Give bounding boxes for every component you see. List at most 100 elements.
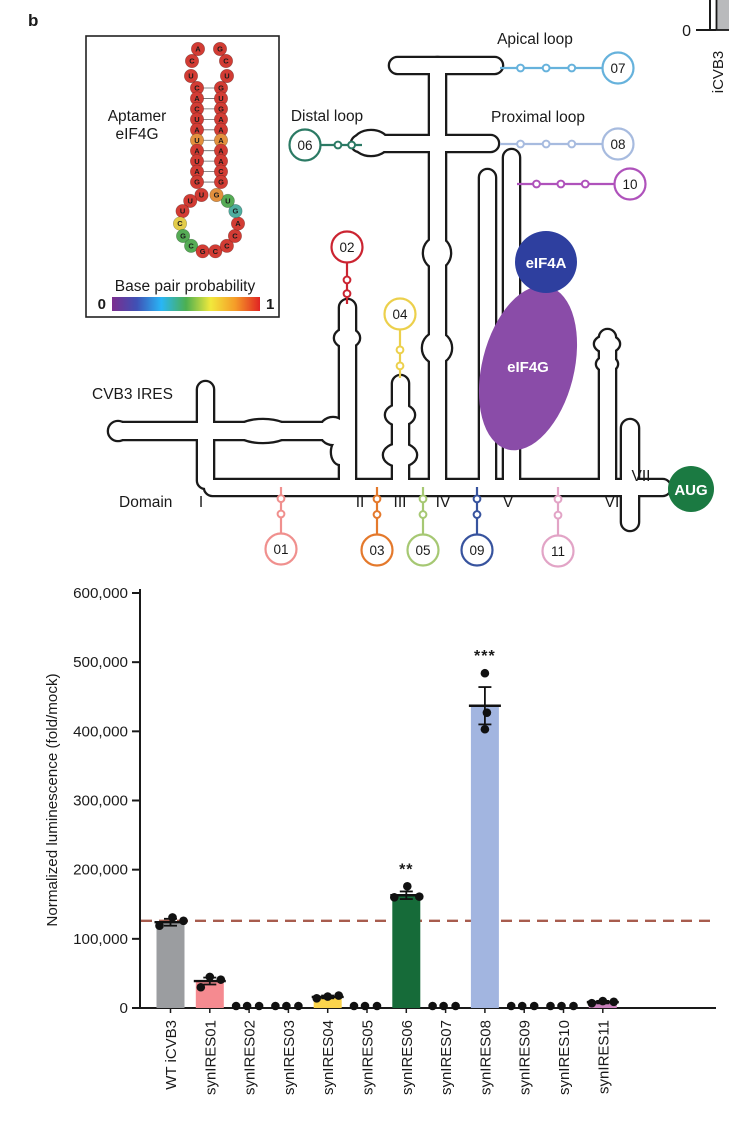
significance-stars: ***	[474, 648, 496, 665]
svg-text:U: U	[225, 197, 230, 206]
y-tick-label: 600,000	[73, 585, 128, 602]
panel-label: b	[28, 11, 38, 30]
svg-text:A: A	[195, 45, 201, 54]
data-point	[598, 996, 608, 1006]
data-point	[480, 724, 490, 734]
data-point	[196, 982, 206, 992]
inset-title-line2: eIF4G	[115, 126, 158, 143]
bar-synIRES06	[392, 895, 421, 1008]
callout-circle-09	[460, 533, 494, 567]
loop-callout-11: 11	[541, 487, 575, 568]
callout-number-06: 06	[297, 138, 312, 153]
data-point	[480, 668, 490, 678]
callout-circle-02	[330, 230, 364, 264]
callout-circle-03	[360, 533, 394, 567]
svg-text:C: C	[223, 57, 229, 66]
callout-number-03: 03	[369, 543, 384, 558]
svg-text:A: A	[235, 219, 241, 228]
data-point	[569, 1001, 578, 1011]
y-tick-label: 100,000	[73, 931, 128, 948]
data-point	[155, 921, 164, 930]
domain-numeral-VII: VII	[632, 468, 651, 485]
x-category-label: synIRES10	[556, 1020, 573, 1095]
callout-number-08: 08	[610, 137, 625, 152]
loop-callout-05: 05	[406, 487, 440, 567]
eif4a-label: eIF4A	[526, 255, 567, 272]
rna-skeleton-fill	[109, 58, 670, 530]
callout-number-05: 05	[415, 543, 430, 558]
loop-callout-09: 09	[460, 487, 494, 567]
x-category-label: synIRES09	[517, 1020, 534, 1095]
svg-text:U: U	[188, 72, 193, 81]
svg-text:G: G	[200, 247, 206, 256]
loop-callout-08: 08	[500, 127, 635, 161]
x-category-label: synIRES06	[399, 1020, 416, 1095]
data-point	[415, 892, 424, 901]
svg-text:U: U	[194, 136, 199, 145]
svg-text:G: G	[233, 207, 239, 216]
callout-circle-04	[383, 297, 417, 331]
svg-text:A: A	[218, 125, 224, 134]
data-point	[334, 991, 344, 1000]
inset-border	[85, 35, 280, 318]
x-category-label: synIRES08	[477, 1020, 494, 1095]
callout-circle-08	[601, 127, 635, 161]
svg-text:C: C	[194, 84, 200, 93]
bar-synIRES08	[470, 705, 499, 1008]
svg-text:A: A	[218, 115, 224, 124]
domain-numeral-III: III	[394, 494, 407, 511]
y-tick-label: 200,000	[73, 862, 128, 879]
y-tick-label: 500,000	[73, 654, 128, 671]
data-point	[546, 1001, 555, 1011]
bar-synIRES04	[313, 996, 342, 1008]
svg-text:U: U	[187, 197, 192, 206]
callout-number-04: 04	[392, 307, 408, 322]
loop-callout-01: 01	[264, 487, 298, 566]
svg-text:A: A	[194, 167, 200, 176]
eif4g-protein: eIF4G	[478, 285, 578, 451]
data-point	[451, 1001, 460, 1011]
x-category-label: WT iCVB3	[163, 1020, 180, 1090]
y-tick-label: 0	[120, 1000, 128, 1017]
svg-text:A: A	[194, 94, 200, 103]
bpp-scale-max: 1	[266, 296, 274, 313]
svg-text:C: C	[218, 167, 224, 176]
svg-text:G: G	[217, 45, 223, 54]
svg-text:G: G	[218, 105, 224, 114]
data-point	[609, 997, 619, 1007]
callout-number-10: 10	[622, 177, 637, 192]
callout-number-07: 07	[610, 61, 625, 76]
distal-loop-label: Distal loop	[291, 108, 363, 125]
svg-text:U: U	[194, 115, 199, 124]
svg-text:G: G	[218, 84, 224, 93]
svg-text:A: A	[218, 146, 224, 155]
eif4g-label: eIF4G	[507, 359, 549, 376]
domain-numeral-VI: VI	[605, 494, 620, 511]
domain-numeral-II: II	[356, 494, 365, 511]
data-point	[390, 893, 399, 902]
inset-title-line1: Aptamer	[108, 108, 167, 125]
x-category-label: synIRES07	[438, 1020, 455, 1095]
fragment-tick-label: 0	[682, 23, 691, 40]
data-point	[587, 998, 597, 1008]
callout-circle-10	[613, 167, 647, 201]
proximal-loop-label: Proximal loop	[491, 109, 585, 126]
fragment-clipped-axis-label: iCVB3	[710, 51, 727, 94]
x-category-label: synIRES02	[242, 1020, 259, 1095]
cvb3-ires-label: CVB3 IRES	[92, 386, 173, 403]
domain-numeral-V: V	[503, 494, 514, 511]
aug-label: AUG	[674, 482, 707, 499]
svg-text:C: C	[213, 247, 219, 256]
data-point	[231, 1001, 241, 1011]
domain-numeral-IV: IV	[436, 494, 451, 511]
loop-callout-07: 07	[500, 51, 635, 85]
callout-circle-11	[541, 534, 575, 568]
apical-loop-label: Apical loop	[497, 31, 573, 48]
data-point	[271, 1001, 280, 1011]
data-point	[168, 913, 177, 922]
x-category-label: synIRES01	[202, 1020, 219, 1095]
svg-text:A: A	[218, 157, 224, 166]
data-point	[506, 1001, 516, 1011]
